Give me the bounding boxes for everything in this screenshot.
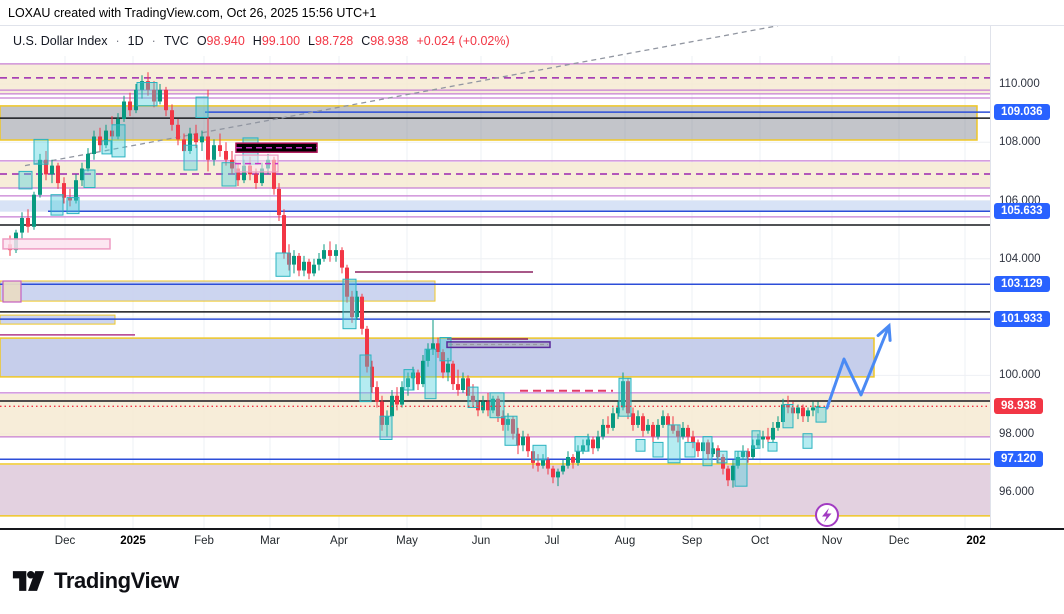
tradingview-logo-text: TradingView [54,568,179,593]
zones [0,63,990,516]
chart-canvas[interactable]: U.S. Dollar Index · 1D · TVC O98.940 H99… [0,26,990,528]
time-tick-label: Dec [888,535,910,547]
tradingview-logo-icon [12,570,45,591]
lightning-icon[interactable] [815,503,839,527]
trendline [24,26,779,167]
gray-supply-box [0,105,978,141]
price-level-badge: 98.938 [994,398,1044,415]
tan-box-left [2,280,22,303]
time-tick-label: Mar [260,535,280,547]
price-tick-label: 98.000 [999,427,1035,440]
price-level-badge: 109.036 [994,104,1050,121]
price-level-badge: 101.933 [994,311,1050,328]
legend-separator: · [115,34,120,48]
time-tick-label: Jul [544,535,560,547]
blue-zone-103 [0,280,436,302]
footer: TradingView [0,555,1064,614]
price-tick-label: 110.000 [999,78,1040,90]
time-tick-label: Dec [54,535,76,547]
chart-frame: U.S. Dollar Index · 1D · TVC O98.940 H99… [0,25,1064,553]
purple-box-may [446,341,551,349]
symbol-title: U.S. Dollar Index [13,34,108,48]
time-tick-label: Oct [751,535,769,547]
demand-band-96 [0,464,990,516]
time-axis[interactable]: Dec 2025 Feb Mar Apr May Jun Jul Aug Sep Oct Nov Dec… [0,528,1064,553]
chart-legend: U.S. Dollar Index · 1D · TVC O98.940 H99… [13,34,510,48]
time-tick-label: Sep [681,535,703,547]
time-tick-label: Aug [614,535,636,547]
price-axis[interactable]: 110.000 108.000 106.000 104.000 100.000 98.00… [990,26,1064,528]
price-level-badge: 103.129 [994,276,1050,293]
time-tick-label: 2025 [120,535,146,547]
pink-box-dec [2,238,111,250]
exchange-label: TVC [163,34,189,48]
tradingview-brand[interactable]: TradingView [12,567,179,595]
chart-svg [0,26,990,528]
price-tick-label: 96.000 [999,486,1035,498]
time-tick-label: Jun [471,535,491,547]
price-tick-label: 100.000 [999,369,1041,382]
watermark-text: LOXAU created with TradingView.com, Oct … [8,6,377,20]
time-tick-label: 202 [966,535,986,547]
blue-band-105_8 [0,200,990,212]
legend-separator: · [151,34,156,48]
price-tick-label: 104.000 [999,252,1041,265]
price-tick-label: 108.000 [999,136,1041,149]
price-level-badge: 105.633 [994,203,1050,220]
supply-band-107 [0,162,990,188]
drawing-boxes [2,142,551,349]
time-tick-label: Apr [330,535,348,547]
candles [8,72,820,488]
interval-label: 1D [127,34,144,48]
high-value: H99.100 [252,34,301,48]
open-value: O98.940 [196,34,245,48]
price-level-badge: 97.120 [994,451,1044,468]
time-tick-label: Feb [194,535,214,547]
time-tick-label: Nov [821,535,843,547]
close-value: C98.938 [361,34,409,48]
change-label: +0.024 (+0.02%) [416,34,510,48]
low-value: L98.728 [308,34,354,48]
time-tick-label: May [396,535,418,547]
projection-arrow[interactable] [825,322,892,410]
